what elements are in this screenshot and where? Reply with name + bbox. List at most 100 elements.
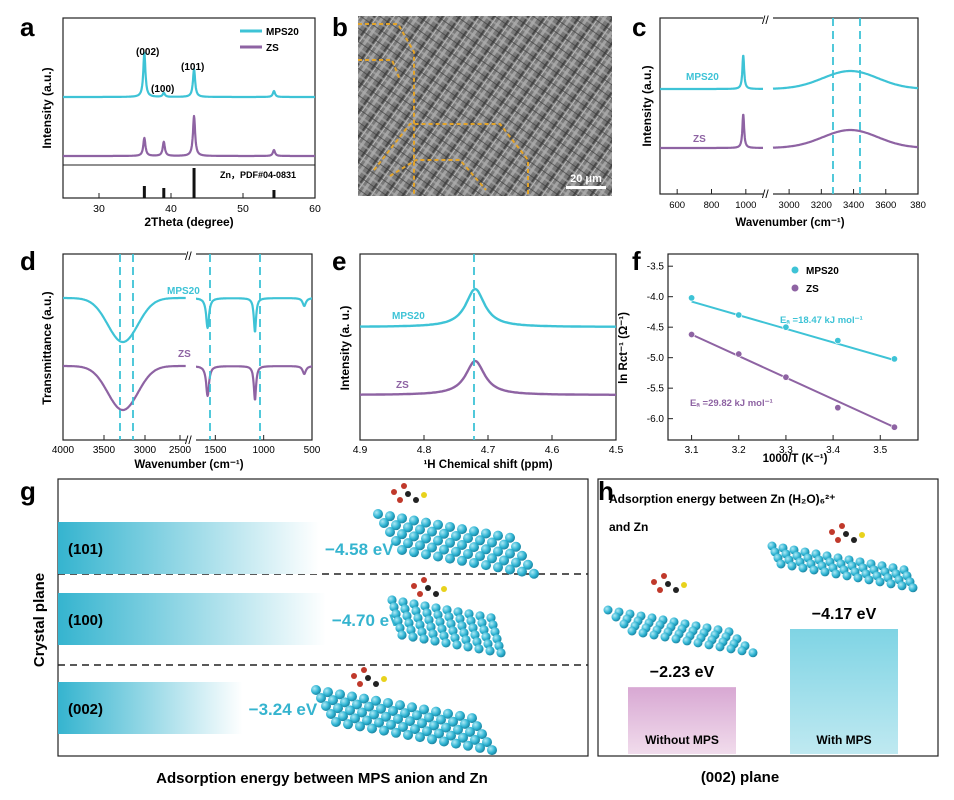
sem-scale-bar [566, 186, 606, 189]
chart-e: 4.9 4.8 4.7 4.6 4.5 MPS20 ZS ¹H Chemical shi… [338, 253, 623, 471]
chart-h-bar-1 [790, 629, 898, 754]
chart-g-slab-101-atom [427, 526, 437, 537]
chart-h: Adsorption energy between Zn (H₂O)₆²⁺ an… [597, 478, 939, 786]
chart-g: (101) −4.58 eV(100) −4.70 eV(002) −3.24 eV … [31, 478, 589, 787]
chart-h-molecule-without-atom-4 [651, 579, 657, 585]
chart-g-slab-101-atom [493, 530, 503, 541]
panel-label-b: b [332, 12, 348, 42]
chart-g-molecule-100-atom-3 [441, 586, 447, 592]
chart-g-slab-101-atom [511, 557, 521, 568]
chart-g-slab-101-atom [427, 542, 437, 553]
chart-g-slab-002-atom [460, 718, 470, 729]
chart-g-slab-002-atom [400, 708, 410, 719]
chart-g-slab-002-atom [328, 695, 338, 706]
chart-g-slab-002-atom [388, 705, 398, 716]
chart-g-slab-002-atom [419, 704, 429, 715]
chart-g-slab-100-atom [387, 595, 397, 605]
chart-g-slab-101-atom [487, 553, 497, 564]
chart-g-slab-101-atom [493, 546, 503, 557]
sem-image-texture [358, 16, 612, 196]
chart-f-xtick-label-2: 3.3 [779, 445, 793, 456]
chart-d-label-mps20: MPS20 [167, 286, 200, 297]
chart-g-slab-002-atom [340, 697, 350, 708]
chart-h-value-label-1: −4.17 eV [812, 606, 877, 623]
chart-d-axis-break-top: // [185, 249, 192, 263]
chart-g-slab-002-atom [338, 711, 348, 722]
chart-g-slab-101-atom [499, 539, 509, 550]
chart-c-xtick-label-5: 3400 [843, 200, 864, 211]
chart-f-fit-zs [691, 333, 895, 429]
chart-g-slab-100-atom [466, 616, 476, 626]
chart-g-slab-101-atom [505, 532, 515, 543]
chart-e-label-mps20: MPS20 [392, 311, 425, 322]
chart-h-title-line2: and Zn [609, 520, 648, 534]
chart-g-category-label-2: (002) [68, 701, 103, 718]
chart-c-ylabel: Intensity (a.u.) [640, 65, 654, 146]
chart-g-molecule-100-atom-0 [417, 591, 423, 597]
chart-g-slab-101-atom [463, 533, 473, 544]
chart-g-molecule-100 [411, 577, 447, 597]
chart-g-slab-101-atom [385, 511, 395, 522]
chart-g-slab-101-atom [421, 533, 431, 544]
chart-h-slab-without-atom [748, 648, 758, 658]
chart-g-slab-101-atom [457, 555, 467, 566]
chart-h-slab-with-atom [776, 559, 786, 569]
chart-g-category-label-1: (100) [68, 612, 103, 629]
chart-h-molecule-with-atom-4 [829, 529, 835, 535]
sem-scale-label: 20 μm [570, 173, 602, 185]
chart-e-series-mps20-line [360, 287, 616, 328]
chart-g-slab-101-atom [469, 557, 479, 568]
chart-g-slab-100-atom [389, 602, 399, 612]
chart-g-slab-002-atom [463, 740, 473, 751]
chart-g-slab-101-atom [379, 518, 389, 528]
chart-g-slab-100-atom [492, 634, 502, 644]
chart-g-slab-002-atom [446, 730, 456, 741]
chart-g-slab-100-atom [442, 605, 452, 615]
panel-label-e: e [332, 246, 346, 276]
chart-g-slab-002-atom [381, 711, 391, 722]
chart-h-molecule-without [651, 573, 687, 593]
chart-h-value-label-0: −2.23 eV [650, 664, 715, 681]
chart-e-series [360, 287, 616, 396]
chart-f-point-zs-1 [735, 350, 743, 358]
chart-h-molecule-without-atom-3 [681, 582, 687, 588]
chart-g-slab-101-atom [481, 544, 491, 555]
chart-f-ytick-label-3: -5.0 [647, 353, 665, 364]
chart-e-xtick-label-0: 4.9 [353, 444, 368, 456]
chart-g-slab-101-atom [433, 519, 443, 530]
chart-e-xticks: 4.9 4.8 4.7 4.6 4.5 [353, 435, 623, 456]
chart-g-molecule-101 [391, 483, 427, 503]
chart-g-slab-002-atom [453, 724, 463, 735]
chart-g-bar-1 [58, 593, 326, 645]
chart-g-slab-002 [311, 685, 497, 756]
chart-g-slab-100-atom [439, 631, 449, 641]
chart-c-xtick-label-2: 1000 [735, 200, 756, 211]
chart-g-slab-101-atom [463, 548, 473, 559]
chart-g-slab-002-atom [417, 718, 427, 729]
chart-g-slab-100-atom [402, 611, 412, 621]
chart-g-slab-002-atom [422, 726, 432, 737]
chart-d-xtick-label-0: 4000 [52, 445, 75, 456]
chart-e-label-zs: ZS [396, 380, 409, 391]
chart-h-slab-with-atom [886, 579, 896, 589]
chart-h-slab-with-atom [875, 577, 885, 587]
chart-g-slab-002-atom [362, 715, 372, 726]
chart-g-molecule-002-atom-4 [351, 673, 357, 679]
chart-g-slab-101-atom [445, 537, 455, 548]
chart-g-ylabel: Crystal plane [31, 573, 48, 667]
chart-g-slab-002-atom [487, 745, 497, 756]
chart-g-molecule-100-atom-5 [421, 577, 427, 583]
chart-c-xtick-label-6: 3600 [875, 200, 896, 211]
chart-c-xticks: 600 800 1000 3000 3200 3400 3600 380 [669, 189, 926, 211]
chart-g-molecule-002-atom-0 [357, 681, 363, 687]
chart-g-slab-002-atom [347, 691, 357, 702]
chart-f-point-mps20-2 [782, 323, 790, 331]
chart-e-xlabel: ¹H Chemical shift (ppm) [423, 459, 552, 471]
chart-g-molecule-002-atom-5 [361, 667, 367, 673]
chart-f-legend-mps20-marker [791, 266, 799, 274]
chart-h-slab-without-atom [603, 605, 613, 615]
chart-c-series-zs-high [772, 128, 919, 149]
chart-d: // // 4000 3500 3000 2500 1500 1000 500 MPS20 … [40, 249, 321, 471]
chart-g-slab-101-atom [397, 545, 407, 555]
